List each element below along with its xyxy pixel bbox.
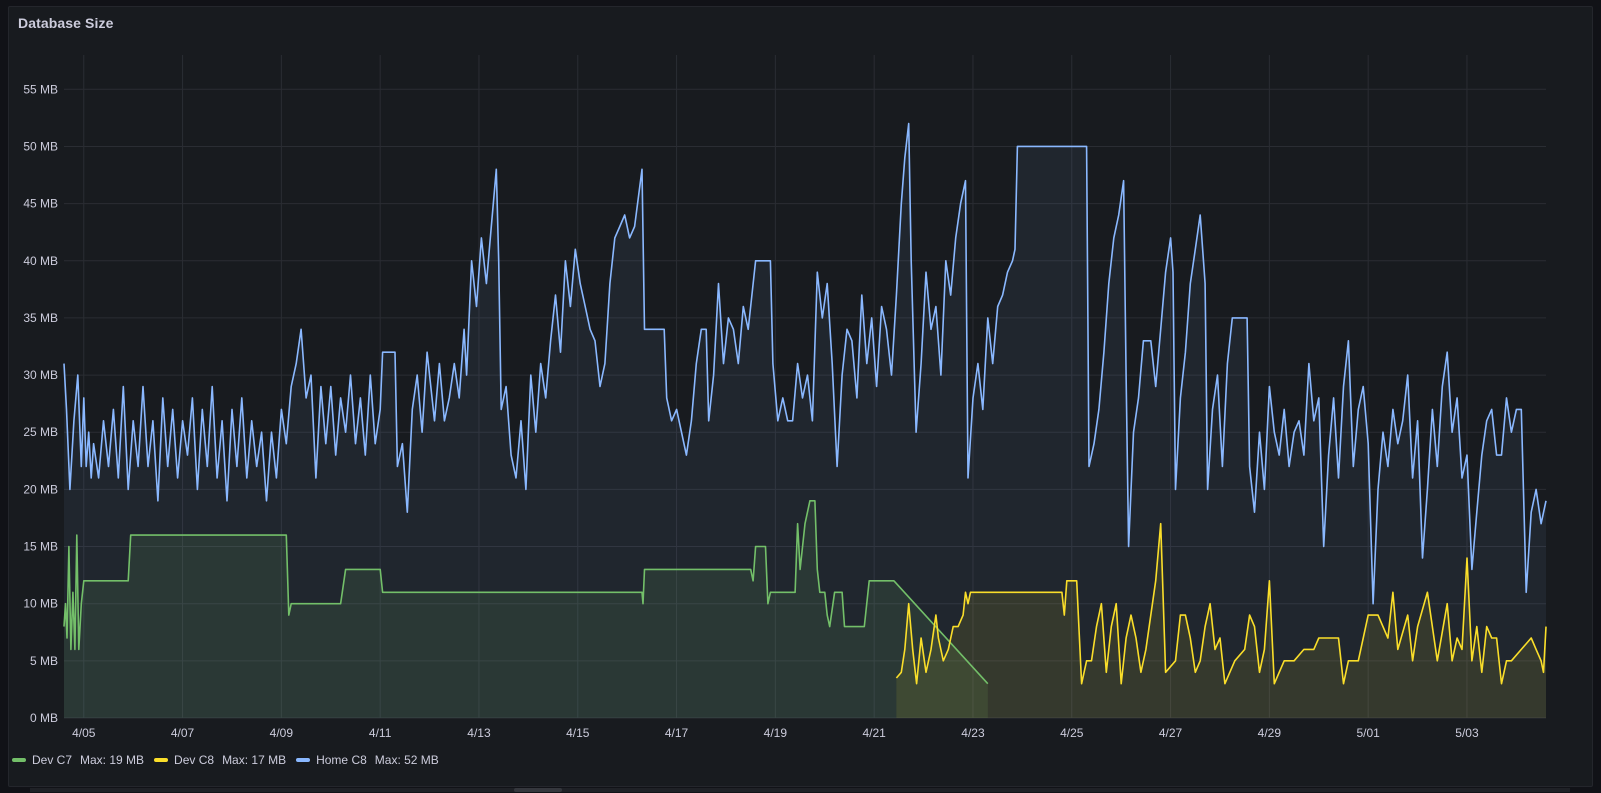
series-fill-dev-c8 [896,523,1546,718]
x-tick-label: 4/09 [270,726,294,740]
series-fill-dev-c7 [64,500,988,718]
y-tick-label: 15 MB [23,540,58,554]
x-tick-label: 4/19 [764,726,788,740]
x-tick-label: 5/03 [1455,726,1479,740]
y-tick-label: 25 MB [23,425,58,439]
legend-item-dev-c8[interactable]: Dev C8 Max: 17 MB [154,753,286,767]
legend-swatch-dev-c7 [12,758,26,762]
x-tick-label: 4/25 [1060,726,1084,740]
x-tick-label: 4/05 [72,726,96,740]
y-tick-label: 20 MB [23,482,58,496]
x-tick-label: 4/07 [171,726,195,740]
y-tick-label: 5 MB [30,654,58,668]
series-fill-home-c8 [64,123,1546,719]
x-tick-label: 4/29 [1258,726,1282,740]
legend-swatch-home-c8 [296,758,311,762]
panel-title[interactable]: Database Size [18,15,114,31]
scrollbar-thumb[interactable] [514,788,562,792]
chart-legend: Dev C7 Max: 19 MB Dev C8 Max: 17 MB Home… [12,753,439,767]
series-line-home-c8 [63,122,1547,605]
legend-label-dev-c8: Dev C8 [174,753,215,767]
legend-max-dev-c7: Max: 19 MB [80,753,145,767]
legend-item-dev-c7[interactable]: Dev C7 Max: 19 MB [12,753,144,767]
x-tick-label: 4/15 [566,726,590,740]
x-tick-label: 4/11 [369,726,392,740]
legend-label-home-c8: Home C8 [316,753,367,767]
y-tick-label: 35 MB [23,311,58,325]
y-tick-label: 40 MB [23,254,58,268]
y-tick-label: 10 MB [23,597,58,611]
y-tick-label: 50 MB [23,139,58,153]
x-tick-label: 4/13 [467,726,491,740]
x-tick-label: 4/27 [1159,726,1183,740]
y-tick-label: 30 MB [23,368,58,382]
y-tick-label: 55 MB [23,82,58,96]
x-tick-label: 4/23 [961,726,985,740]
series-line-dev-c8 [895,522,1547,685]
horizontal-scrollbar[interactable] [30,788,1570,792]
x-tick-label: 5/01 [1356,726,1380,740]
legend-item-home-c8[interactable]: Home C8 Max: 52 MB [296,753,439,767]
x-tick-label: 4/17 [665,726,689,740]
y-tick-label: 45 MB [23,197,58,211]
legend-swatch-dev-c8 [154,758,169,762]
y-tick-label: 0 MB [30,711,58,725]
database-size-panel: Database Size [8,6,1593,787]
x-tick-label: 4/21 [862,726,886,740]
legend-max-home-c8: Max: 52 MB [374,753,439,767]
legend-max-dev-c8: Max: 17 MB [222,753,287,767]
series-line-dev-c7 [63,500,989,685]
legend-label-dev-c7: Dev C7 [32,753,73,767]
